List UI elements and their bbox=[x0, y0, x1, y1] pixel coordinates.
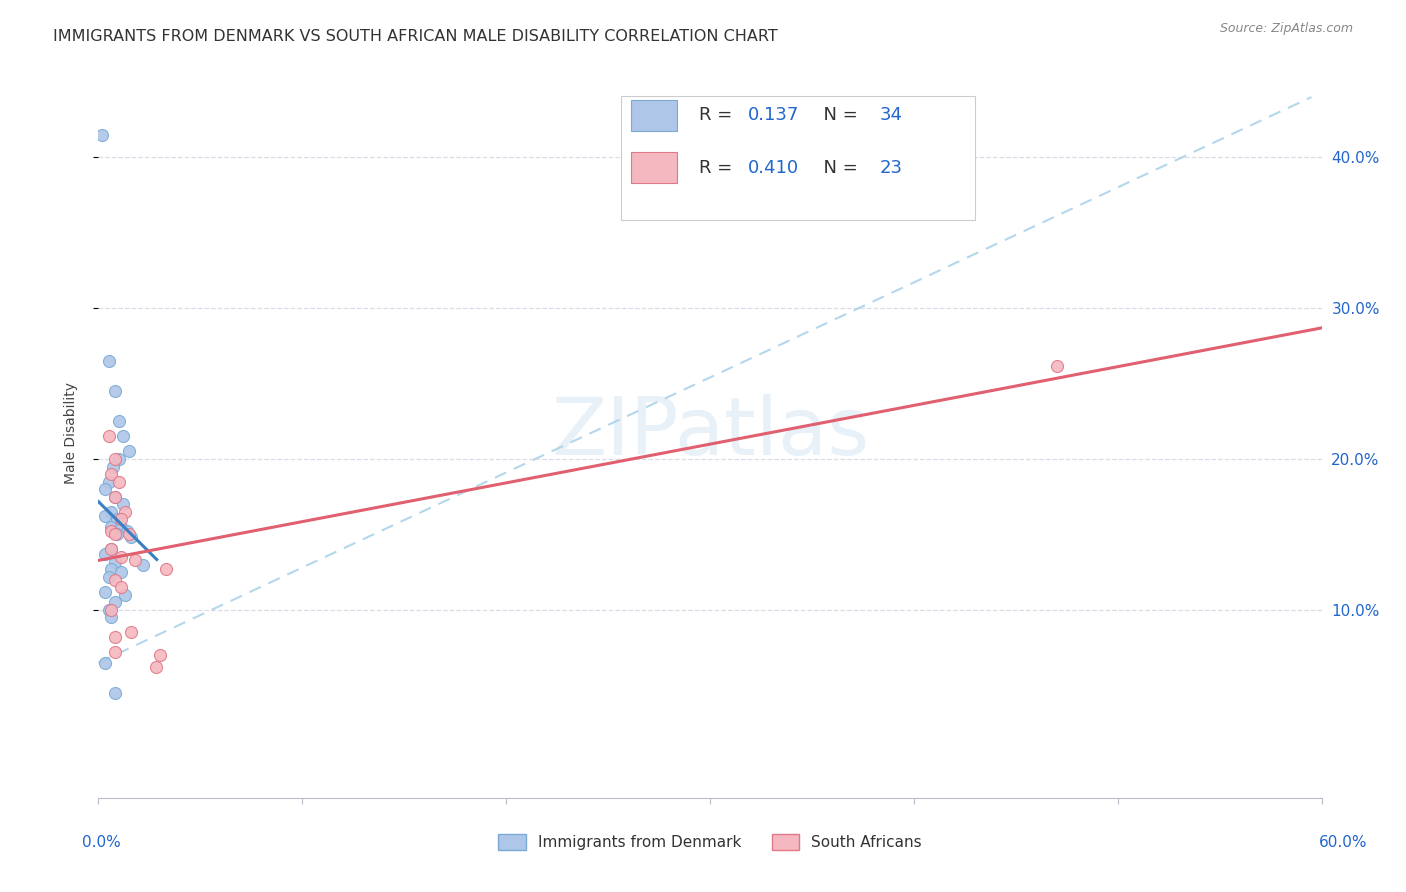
Text: R =: R = bbox=[699, 159, 738, 177]
Point bbox=[97, 429, 120, 443]
Point bbox=[100, 562, 122, 576]
Point bbox=[97, 603, 120, 617]
Text: N =: N = bbox=[811, 159, 863, 177]
Bar bbox=[630, 153, 678, 183]
Point bbox=[105, 527, 128, 541]
Point bbox=[104, 384, 127, 399]
Point bbox=[149, 648, 172, 662]
Text: Source: ZipAtlas.com: Source: ZipAtlas.com bbox=[1219, 22, 1353, 36]
Point bbox=[100, 505, 122, 519]
Point bbox=[104, 645, 127, 659]
Point bbox=[132, 558, 155, 572]
Point bbox=[108, 475, 131, 489]
Point bbox=[145, 660, 167, 674]
Point bbox=[93, 547, 115, 561]
Text: ZIPatlas: ZIPatlas bbox=[551, 393, 869, 472]
Point bbox=[110, 512, 132, 526]
Legend: Immigrants from Denmark, South Africans: Immigrants from Denmark, South Africans bbox=[492, 829, 928, 856]
Point bbox=[100, 542, 122, 557]
Y-axis label: Male Disability: Male Disability bbox=[63, 382, 77, 483]
Text: 23: 23 bbox=[880, 159, 903, 177]
Point bbox=[100, 467, 122, 481]
Text: R =: R = bbox=[699, 106, 738, 124]
Point bbox=[100, 520, 122, 534]
Point bbox=[104, 573, 127, 587]
Point bbox=[111, 497, 134, 511]
Point bbox=[110, 580, 132, 594]
Point bbox=[155, 562, 177, 576]
Point bbox=[100, 542, 122, 557]
Text: IMMIGRANTS FROM DENMARK VS SOUTH AFRICAN MALE DISABILITY CORRELATION CHART: IMMIGRANTS FROM DENMARK VS SOUTH AFRICAN… bbox=[53, 29, 778, 44]
Point bbox=[110, 520, 132, 534]
Text: 0.137: 0.137 bbox=[748, 106, 800, 124]
Bar bbox=[630, 100, 678, 130]
Point bbox=[97, 569, 120, 583]
Text: N =: N = bbox=[811, 106, 863, 124]
Point bbox=[114, 588, 136, 602]
Point bbox=[104, 595, 127, 609]
FancyBboxPatch shape bbox=[620, 96, 976, 219]
Point bbox=[100, 603, 122, 617]
Point bbox=[104, 630, 127, 644]
Point bbox=[115, 524, 138, 539]
Text: 60.0%: 60.0% bbox=[1319, 836, 1367, 850]
Text: 0.410: 0.410 bbox=[748, 159, 799, 177]
Point bbox=[108, 452, 131, 467]
Text: 34: 34 bbox=[880, 106, 903, 124]
Text: 0.0%: 0.0% bbox=[82, 836, 121, 850]
Point bbox=[114, 505, 136, 519]
Point bbox=[124, 553, 146, 567]
Point bbox=[104, 555, 127, 569]
Point bbox=[104, 490, 127, 504]
Point bbox=[93, 482, 115, 496]
Point bbox=[1045, 359, 1069, 373]
Point bbox=[97, 354, 120, 368]
Point bbox=[118, 527, 141, 541]
Point bbox=[101, 459, 124, 474]
Point bbox=[91, 128, 114, 142]
Point bbox=[111, 429, 134, 443]
Point bbox=[100, 610, 122, 624]
Point bbox=[97, 475, 120, 489]
Point bbox=[120, 531, 142, 545]
Point bbox=[104, 527, 127, 541]
Point bbox=[105, 512, 128, 526]
Point bbox=[104, 452, 127, 467]
Point bbox=[118, 444, 141, 458]
Point bbox=[104, 686, 127, 700]
Point bbox=[93, 584, 115, 599]
Point bbox=[93, 656, 115, 670]
Point bbox=[93, 509, 115, 524]
Point bbox=[110, 549, 132, 564]
Point bbox=[100, 524, 122, 539]
Point bbox=[120, 625, 142, 640]
Point bbox=[104, 490, 127, 504]
Point bbox=[110, 565, 132, 579]
Point bbox=[108, 414, 131, 428]
